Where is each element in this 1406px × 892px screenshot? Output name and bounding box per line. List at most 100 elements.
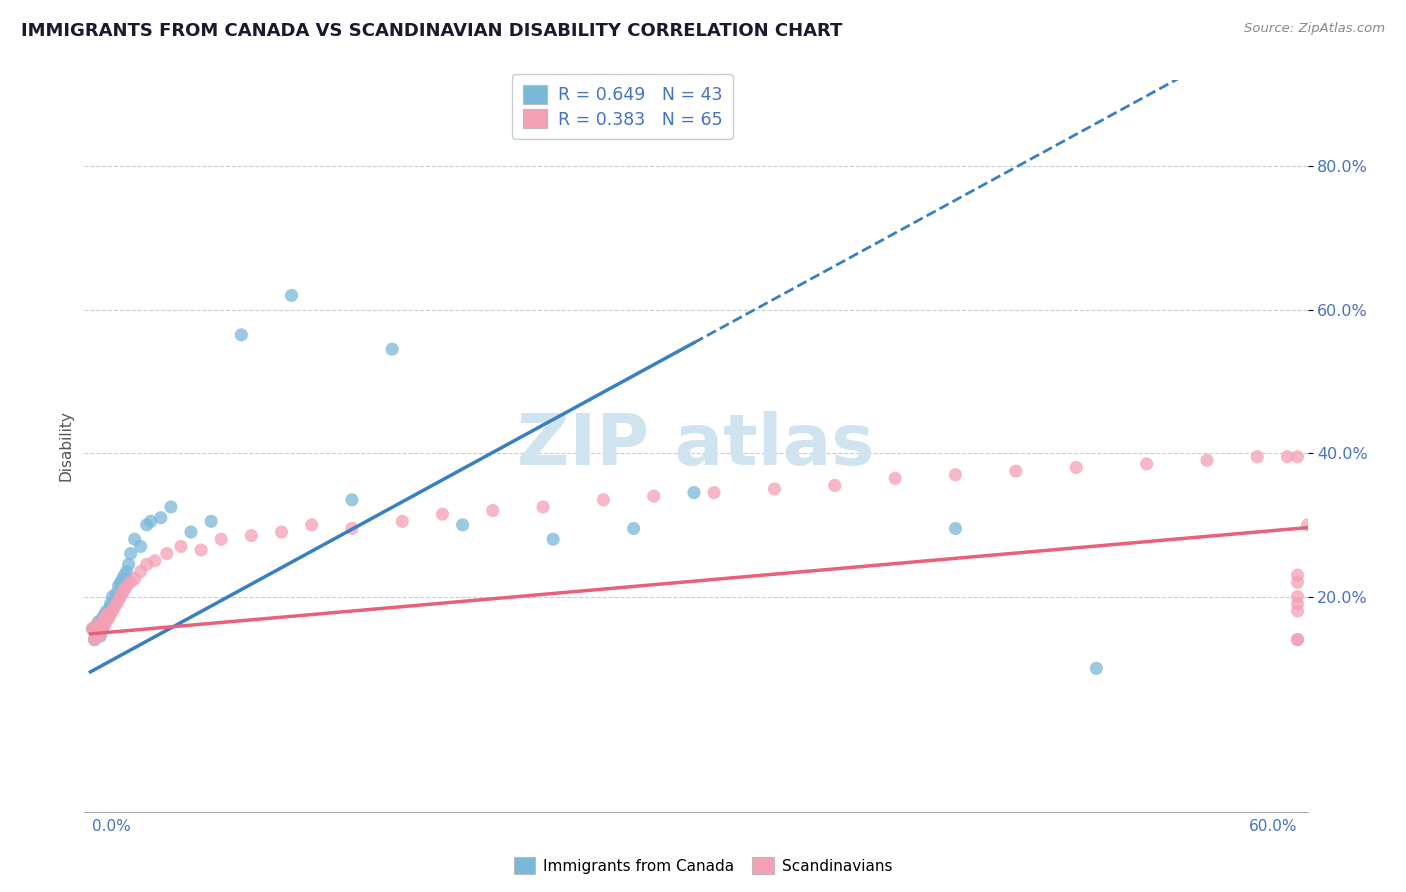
Point: [115, 579, 138, 593]
Legend: Immigrants from Canada, Scandinavians: Immigrants from Canada, Scandinavians: [508, 851, 898, 880]
Point: [1286, 632, 1309, 647]
Point: [91, 615, 114, 629]
Point: [156, 547, 179, 561]
Point: [110, 575, 132, 590]
Point: [100, 597, 122, 611]
Point: [531, 500, 554, 514]
Point: [97, 607, 120, 622]
Point: [432, 507, 454, 521]
Point: [340, 521, 363, 535]
Point: [83, 622, 105, 636]
Point: [120, 547, 142, 561]
Point: [97, 611, 120, 625]
Point: [86, 618, 108, 632]
Point: [1005, 464, 1028, 478]
Point: [96, 604, 118, 618]
Point: [703, 485, 725, 500]
Point: [1286, 632, 1309, 647]
Point: [82, 622, 104, 636]
Point: [1286, 450, 1309, 464]
Point: [83, 632, 105, 647]
Point: [270, 524, 292, 539]
Point: [86, 625, 108, 640]
Point: [87, 625, 110, 640]
Point: [200, 514, 222, 528]
Point: [301, 517, 323, 532]
Point: [87, 622, 110, 636]
Point: [117, 558, 139, 572]
Point: [1064, 460, 1087, 475]
Point: [107, 579, 129, 593]
Point: [103, 600, 125, 615]
Point: [105, 586, 128, 600]
Point: [135, 558, 157, 572]
Point: [1286, 597, 1309, 611]
Point: [86, 618, 108, 632]
Text: IMMIGRANTS FROM CANADA VS SCANDINAVIAN DISABILITY CORRELATION CHART: IMMIGRANTS FROM CANADA VS SCANDINAVIAN D…: [21, 22, 842, 40]
Point: [1246, 450, 1268, 464]
Point: [381, 342, 404, 356]
Point: [280, 288, 302, 302]
Point: [103, 593, 125, 607]
Point: [110, 590, 132, 604]
Point: [101, 604, 124, 618]
Point: [91, 622, 114, 636]
Point: [120, 575, 142, 590]
Point: [129, 565, 152, 579]
Point: [93, 611, 115, 625]
Point: [101, 590, 124, 604]
Point: [683, 485, 706, 500]
Point: [111, 586, 134, 600]
Point: [1085, 661, 1108, 675]
Text: Source: ZipAtlas.com: Source: ZipAtlas.com: [1244, 22, 1385, 36]
Point: [83, 632, 105, 647]
Point: [114, 582, 136, 597]
Point: [96, 607, 118, 622]
Point: [100, 600, 122, 615]
Point: [340, 492, 363, 507]
Point: [1286, 590, 1309, 604]
Point: [143, 554, 166, 568]
Y-axis label: Disability: Disability: [58, 410, 73, 482]
Point: [124, 572, 146, 586]
Point: [1277, 450, 1299, 464]
Point: [160, 500, 183, 514]
Point: [945, 467, 967, 482]
Text: 0.0%: 0.0%: [93, 819, 131, 834]
Point: [1286, 604, 1309, 618]
Point: [91, 611, 114, 625]
Point: [149, 510, 172, 524]
Point: [592, 492, 614, 507]
Point: [105, 597, 128, 611]
Point: [824, 478, 846, 492]
Point: [93, 615, 115, 629]
Point: [1195, 453, 1218, 467]
Point: [87, 615, 110, 629]
Point: [170, 540, 193, 554]
Point: [107, 593, 129, 607]
Point: [111, 572, 134, 586]
Point: [97, 607, 120, 622]
Point: [884, 471, 907, 485]
Point: [1296, 517, 1319, 532]
Point: [93, 607, 115, 622]
Point: [1286, 568, 1309, 582]
Point: [623, 521, 645, 535]
Point: [100, 607, 122, 622]
Point: [180, 524, 202, 539]
Point: [135, 517, 157, 532]
Point: [124, 533, 146, 547]
Point: [481, 503, 503, 517]
Point: [93, 618, 115, 632]
Point: [87, 629, 110, 643]
Point: [643, 489, 665, 503]
Point: [96, 615, 118, 629]
Point: [89, 618, 111, 632]
Point: [114, 568, 136, 582]
Point: [1286, 575, 1309, 590]
Point: [190, 543, 212, 558]
Point: [89, 618, 111, 632]
Point: [115, 565, 138, 579]
Point: [763, 482, 786, 496]
Point: [89, 629, 111, 643]
